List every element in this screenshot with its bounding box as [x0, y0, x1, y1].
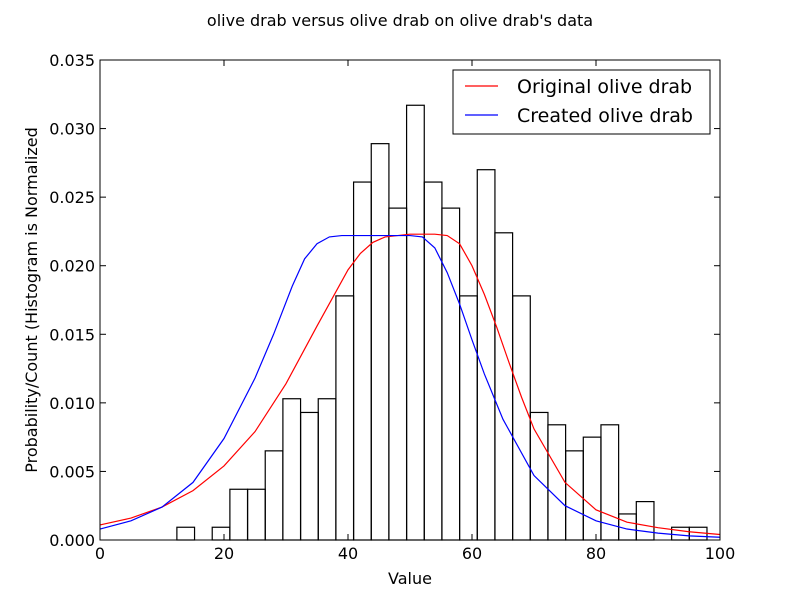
histogram-bar	[370, 143, 390, 541]
histogram-bar	[476, 169, 496, 541]
histogram-bar	[405, 104, 425, 541]
histogram-bar	[282, 398, 302, 541]
x-axis-title: Value	[388, 569, 432, 588]
x-axis-ticks: 0 20 40 60 80 100	[95, 60, 735, 563]
x-tick-label: 20	[214, 544, 234, 563]
histogram-bar	[264, 450, 284, 541]
histogram-bar	[547, 424, 567, 541]
plot-frame	[99, 59, 721, 541]
y-tick-label: 0.015	[49, 325, 95, 344]
histogram-bar	[635, 501, 655, 541]
histogram-bar	[423, 181, 443, 541]
histogram-bar	[229, 488, 249, 541]
histogram-bar	[176, 526, 196, 541]
histogram-bar	[246, 488, 266, 541]
chart-title: olive drab versus olive drab on olive dr…	[207, 11, 593, 30]
series-line-1	[99, 234, 721, 538]
y-axis-title: Probability/Count (Histogram is Normaliz…	[22, 127, 41, 473]
density-lines	[99, 233, 721, 538]
x-tick-label: 100	[705, 544, 736, 563]
histogram-bar	[299, 411, 319, 541]
histogram-bar	[317, 398, 337, 541]
histogram-bar	[441, 207, 461, 541]
histogram-bar	[494, 232, 514, 541]
histogram-bar	[335, 295, 355, 541]
histogram-bar	[529, 411, 549, 541]
histogram-bars	[176, 104, 708, 541]
x-tick-label: 60	[462, 544, 482, 563]
series-line-0	[99, 233, 721, 536]
y-tick-label: 0.030	[49, 120, 95, 139]
x-tick-label: 80	[586, 544, 606, 563]
legend-label-original: Original olive drab	[517, 76, 692, 98]
y-axis-ticks: 0.000 0.005 0.010 0.015 0.020 0.025 0.030 0.035	[49, 51, 720, 550]
y-tick-label: 0.010	[49, 394, 95, 413]
y-tick-label: 0.025	[49, 188, 95, 207]
y-tick-label: 0.000	[49, 531, 95, 550]
histogram-bar	[671, 526, 690, 541]
histogram-bar	[565, 450, 584, 541]
histogram-bar	[211, 526, 231, 541]
histogram-bar	[388, 207, 408, 541]
x-tick-label: 0	[95, 544, 105, 563]
y-tick-label: 0.035	[49, 51, 95, 70]
histogram-bar	[459, 295, 478, 541]
legend: Original olive drab Created olive drab	[452, 69, 711, 135]
y-tick-label: 0.020	[49, 257, 95, 276]
histogram-bar	[582, 436, 602, 541]
legend-box	[452, 69, 711, 135]
histogram-bar	[512, 295, 531, 541]
y-tick-label: 0.005	[49, 462, 95, 481]
x-tick-label: 40	[338, 544, 358, 563]
legend-label-created: Created olive drab	[517, 105, 693, 127]
